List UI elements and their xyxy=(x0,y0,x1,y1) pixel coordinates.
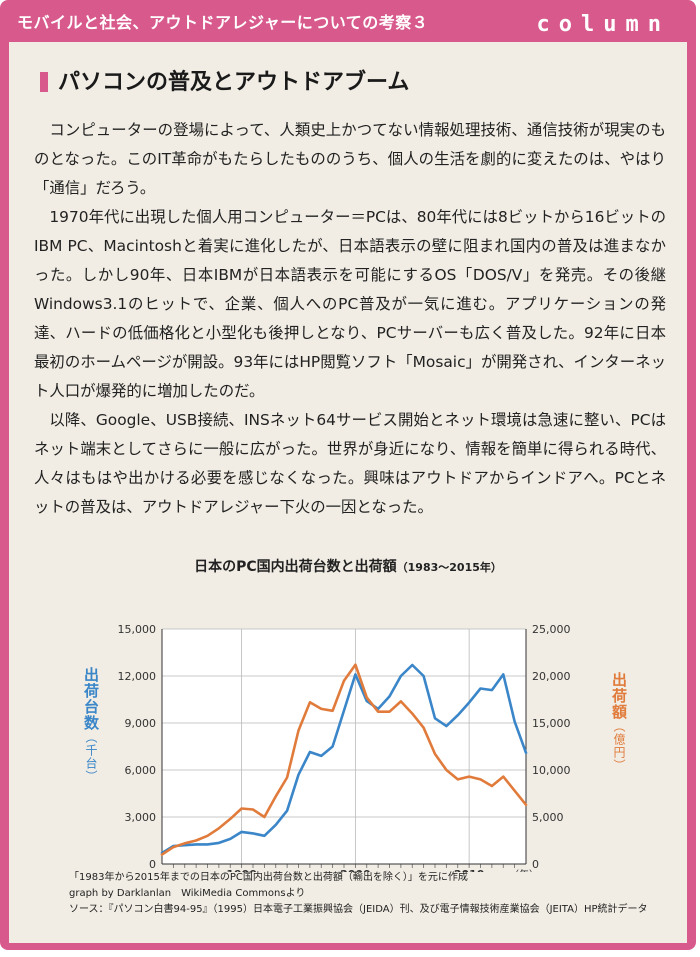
left-tick-label: 0 xyxy=(149,858,156,871)
series-line-value xyxy=(160,663,528,856)
heading-accent-bar xyxy=(40,72,48,92)
column-banner: モバイルと社会、アウトドアレジャーについての考察３ column xyxy=(0,0,696,42)
source-note-1: 「1983年から2015年までの日本のPC国内出荷台数と出荷額（輸出を除く）」を… xyxy=(69,872,468,883)
right-tick-label: 20,000 xyxy=(532,670,571,683)
left-tick-label: 6,000 xyxy=(125,764,157,777)
x-tick-label: 2010 xyxy=(454,868,485,872)
article-paragraph-2: 1970年代に出現した個人用コンピューター＝PCは、80年代には8ビットから16… xyxy=(34,208,666,400)
left-tick-label: 12,000 xyxy=(118,670,157,683)
chart-title: 日本のPC国内出荷台数と出荷額（1983～2015年） xyxy=(9,556,687,576)
right-axis-label: 出荷額（億円） xyxy=(609,672,630,772)
left-tick-label: 9,000 xyxy=(125,717,157,730)
article-paragraph-3: 以降、Google、USB接続、INSネット64サービス開始とネット環境は急速に… xyxy=(34,411,666,516)
left-axis-label-text: 出荷台数 xyxy=(82,667,100,731)
chart-title-text: 日本のPC国内出荷台数と出荷額 xyxy=(194,559,397,575)
article-heading-text: パソコンの普及とアウトドアブーム xyxy=(58,70,410,95)
right-tick-label: 5,000 xyxy=(532,811,564,824)
series-line-shipments xyxy=(160,663,528,855)
left-axis-unit: （千台） xyxy=(84,731,98,783)
pc-shipments-chart: 0 0 3,000 5,000 6,000 10,000 9,000 15,000 12,000… xyxy=(118,623,571,872)
right-tick-label: 10,000 xyxy=(532,764,571,777)
article-body: コンピューターの登場によって、人類史上かつてない情報処理技術、通信技術が現実のも… xyxy=(34,116,666,522)
source-note-2: graph by Darklanlan WikiMedia Commonsより xyxy=(69,888,306,899)
right-axis-label-text: 出荷額 xyxy=(610,672,628,720)
right-tick-label: 25,000 xyxy=(532,623,571,636)
content-panel: パソコンの普及とアウトドアブーム コンピューターの登場によって、人類史上かつてな… xyxy=(9,42,687,943)
right-tick-label: 15,000 xyxy=(532,717,571,730)
x-tick-label: 2000 xyxy=(340,868,371,872)
right-tick-label: 0 xyxy=(532,858,539,871)
x-tick-label: 1990 xyxy=(226,868,257,872)
source-note-3: ソース：『パソコン白書94-95』（1995）日本電子工業振興協会（JEIDA）… xyxy=(69,904,648,915)
banner-title: モバイルと社会、アウトドアレジャーについての考察３ xyxy=(17,13,429,32)
left-tick-label: 15,000 xyxy=(118,623,157,636)
article-paragraph-1: コンピューターの登場によって、人類史上かつてない情報処理技術、通信技術が現実のも… xyxy=(34,121,666,197)
column-label: column xyxy=(536,12,670,37)
article-heading: パソコンの普及とアウトドアブーム xyxy=(40,64,409,96)
chart-subtitle: （1983～2015年） xyxy=(396,561,502,574)
chart-source-notes: 「1983年から2015年までの日本のPC国内出荷台数と出荷額（輸出を除く）」を… xyxy=(69,870,669,918)
x-unit-label: （年） xyxy=(509,868,539,872)
left-axis-label: 出荷台数（千台） xyxy=(81,667,102,783)
right-axis-unit: （億円） xyxy=(612,720,626,772)
left-tick-label: 3,000 xyxy=(125,811,157,824)
